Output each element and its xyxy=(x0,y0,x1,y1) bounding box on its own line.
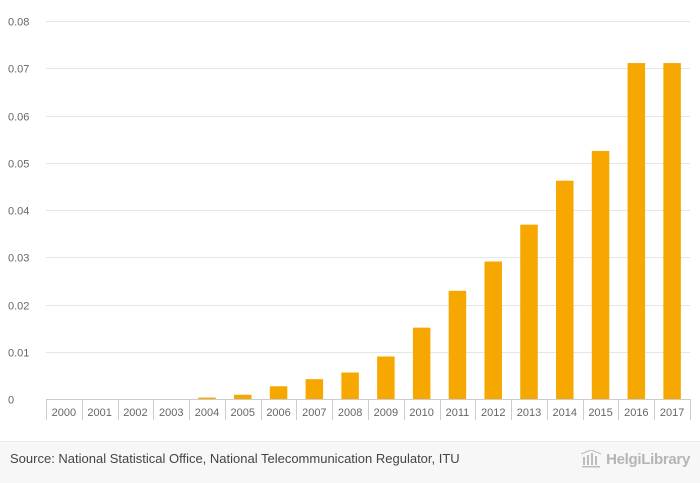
x-tick-label: 2001 xyxy=(87,407,111,419)
x-tick-label: 2005 xyxy=(231,407,255,419)
x-tick-label: 2011 xyxy=(446,407,470,419)
bar xyxy=(663,63,681,400)
bar xyxy=(198,397,216,399)
bar xyxy=(269,386,288,399)
y-tick-label: 0.07 xyxy=(8,64,29,76)
x-tick-label: 2014 xyxy=(553,407,577,419)
bar xyxy=(484,261,502,399)
y-tick-label: 0.05 xyxy=(8,159,29,171)
x-tick-label: 2008 xyxy=(338,407,362,419)
footer: Source: National Statistical Office, Nat… xyxy=(0,441,700,483)
library-building-icon xyxy=(580,450,602,468)
bar xyxy=(341,372,359,399)
x-tick-label: 2003 xyxy=(159,407,183,419)
x-tick-label: 2006 xyxy=(266,407,290,419)
bar xyxy=(305,379,324,399)
bar-chart: 0 0.01 0.02 0.03 0.04 0.05 0.06 0.07 0.08 2000 200… xyxy=(8,17,691,420)
bar xyxy=(556,180,574,399)
y-tick-label: 0 xyxy=(8,395,14,407)
y-tick-label: 0.06 xyxy=(8,112,29,124)
bar xyxy=(377,356,395,399)
x-tick-label: 2002 xyxy=(123,407,147,419)
bar xyxy=(412,327,431,399)
x-tick-label: 2004 xyxy=(195,407,219,419)
x-tick-label: 2013 xyxy=(517,407,541,419)
x-tick-label: 2007 xyxy=(302,407,326,419)
bar xyxy=(520,224,538,399)
bar xyxy=(234,394,252,399)
x-tick-label: 2010 xyxy=(409,407,433,419)
x-tick-label: 2016 xyxy=(624,407,648,419)
y-tick-label: 0.08 xyxy=(8,17,29,29)
source-note: Source: National Statistical Office, Nat… xyxy=(10,451,460,466)
y-tick-label: 0.01 xyxy=(8,348,29,360)
x-tick-label: 2009 xyxy=(374,407,398,419)
bar xyxy=(627,63,646,400)
x-tick-label: 2015 xyxy=(588,407,612,419)
y-tick-label: 0.04 xyxy=(8,206,29,218)
helgi-library-logo[interactable]: HelgiLibrary xyxy=(580,450,690,468)
y-tick-label: 0.03 xyxy=(8,253,29,265)
bar xyxy=(591,150,610,399)
x-tick-label: 2012 xyxy=(481,407,505,419)
y-tick-label: 0.02 xyxy=(8,301,29,313)
logo-text: HelgiLibrary xyxy=(606,450,690,468)
bar xyxy=(448,290,467,399)
x-tick-label: 2000 xyxy=(52,407,76,419)
x-tick-label: 2017 xyxy=(660,407,684,419)
